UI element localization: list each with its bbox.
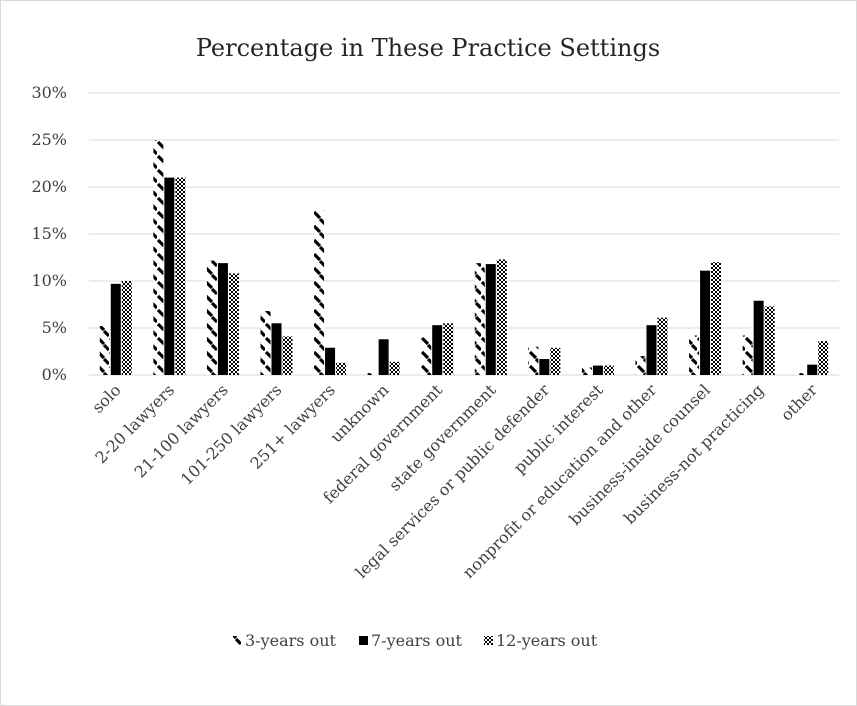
bar-3-years-out	[742, 335, 753, 375]
x-category-label: other	[777, 380, 821, 424]
bar-12-years-out	[764, 306, 775, 375]
bar-12-years-out	[550, 347, 561, 375]
bar-12-years-out	[228, 273, 239, 375]
chart-title: Percentage in These Practice Settings	[196, 34, 660, 62]
bar-12-years-out	[121, 281, 132, 375]
bar-3-years-out	[796, 373, 807, 375]
y-axis: 0% 5% 10% 15% 20% 25% 30%	[31, 83, 67, 384]
bar-7-years-out	[271, 323, 282, 375]
bar-7-years-out	[592, 365, 603, 375]
y-tick-label: 15%	[31, 224, 67, 243]
y-tick-label: 30%	[31, 83, 67, 102]
legend: 3-years out 7-years out 12-years out	[233, 631, 598, 650]
x-category-label: legal services or public defender	[352, 380, 554, 582]
bar-3-years-out	[581, 367, 592, 375]
bar-12-years-out	[657, 317, 668, 375]
x-category-label: 101-250 lawyers	[177, 380, 285, 488]
bar-3-years-out	[421, 337, 432, 375]
bar-12-years-out	[711, 262, 722, 375]
x-category-label: 21-100 lawyers	[131, 380, 232, 481]
legend-swatch	[484, 636, 493, 645]
bar-12-years-out	[443, 323, 454, 375]
bar-12-years-out	[496, 259, 507, 375]
bar-3-years-out	[206, 260, 217, 375]
bar-7-years-out	[700, 270, 711, 375]
legend-3-years-out: 3-years out	[245, 631, 337, 650]
legend-12-years-out: 12-years out	[496, 631, 598, 650]
legend-swatch	[233, 636, 242, 645]
legend-swatch	[359, 636, 368, 645]
bar-12-years-out	[282, 336, 293, 375]
bar-3-years-out	[314, 210, 325, 375]
bar-7-years-out	[432, 325, 443, 375]
bar-12-years-out	[389, 361, 400, 375]
bar-3-years-out	[367, 373, 378, 375]
bar-7-years-out	[753, 300, 764, 375]
bar-3-years-out	[689, 335, 700, 375]
bar-12-years-out	[603, 365, 614, 375]
bar-3-years-out	[528, 346, 539, 375]
bar-7-years-out	[539, 359, 550, 375]
y-tick-label: 0%	[42, 365, 67, 384]
bar-7-years-out	[378, 339, 389, 375]
gridlines	[89, 92, 839, 376]
bar-7-years-out	[164, 177, 175, 375]
bar-3-years-out	[99, 326, 110, 375]
y-tick-label: 20%	[31, 177, 67, 196]
bar-7-years-out	[807, 364, 818, 375]
bar-7-years-out	[485, 264, 496, 375]
bar-3-years-out	[153, 140, 164, 375]
bar-3-years-out	[260, 311, 271, 375]
legend-7-years-out: 7-years out	[371, 631, 463, 650]
x-category-label: solo	[88, 380, 124, 416]
bar-7-years-out	[217, 263, 228, 375]
bar-3-years-out	[635, 356, 646, 375]
y-tick-label: 25%	[31, 130, 67, 149]
bar-3-years-out	[474, 263, 485, 375]
bar-7-years-out	[646, 325, 657, 375]
y-tick-label: 10%	[31, 271, 67, 290]
bar-7-years-out	[325, 347, 336, 375]
bars	[99, 140, 829, 375]
bar-7-years-out	[110, 283, 121, 375]
bar-12-years-out	[175, 177, 186, 375]
bar-12-years-out	[336, 362, 347, 375]
x-category-label: nonprofit or education and other	[459, 380, 661, 582]
y-tick-label: 5%	[42, 318, 67, 337]
bar-12-years-out	[818, 341, 829, 375]
